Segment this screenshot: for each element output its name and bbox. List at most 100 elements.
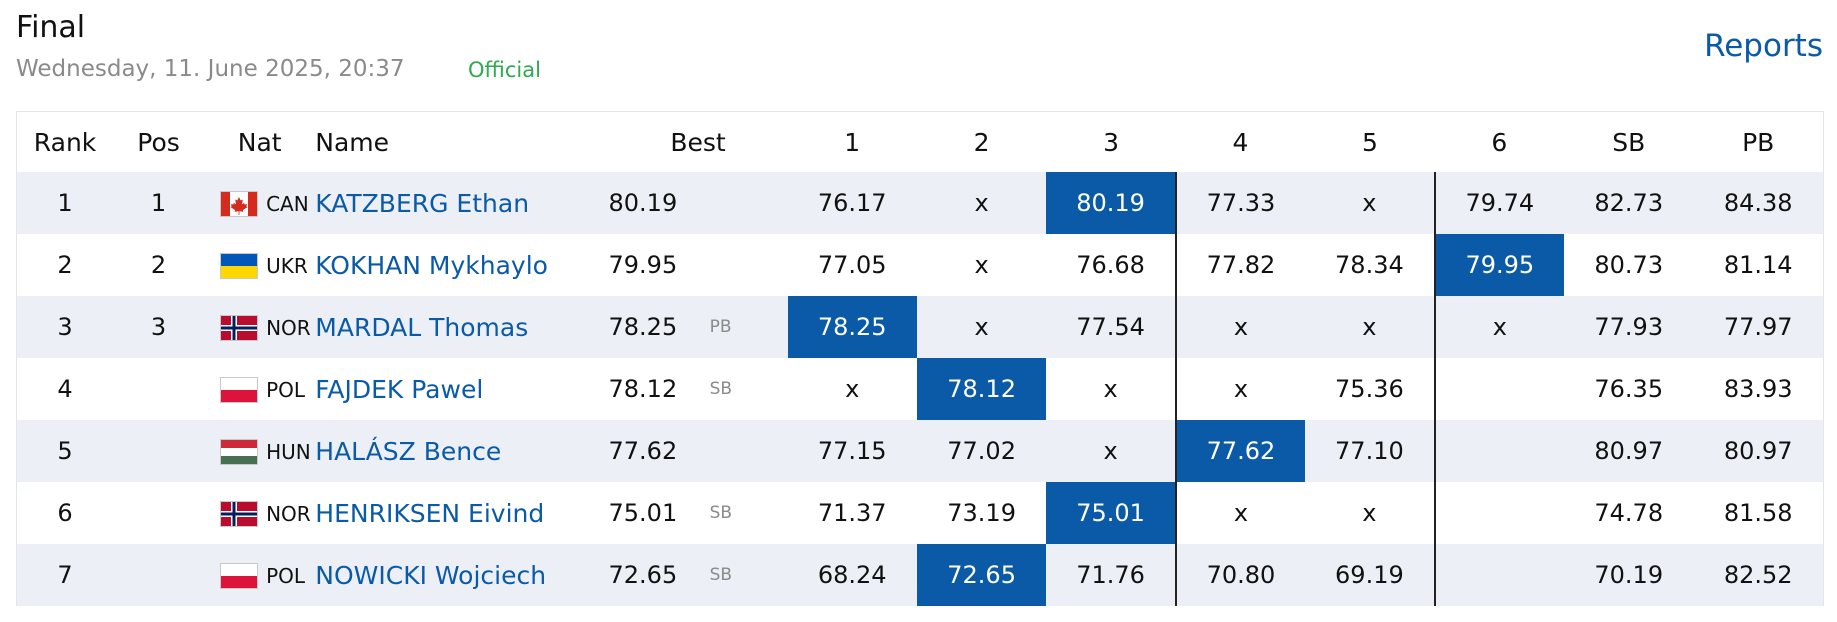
attempt-1-cell: 68.24	[787, 544, 917, 606]
column-header-attempt-3: 3	[1103, 127, 1119, 157]
athlete-name-link[interactable]: NOWICKI Wojciech	[315, 560, 547, 590]
column-header-attempt-2: 2	[973, 127, 990, 157]
poland-flag-icon	[220, 563, 259, 589]
best-cell: 79.95	[608, 234, 710, 296]
attempt-6-cell	[1433, 358, 1565, 420]
table-row: 2 2 UKR KOKHAN Mykhaylo 79.95 77.05 x 76.68 77.8…	[17, 234, 1823, 296]
attempt-4-cell: x	[1174, 296, 1306, 358]
nat-code: CAN	[266, 192, 309, 216]
attempt-4-cell: x	[1174, 482, 1306, 544]
attempt-1-cell: 77.15	[787, 420, 917, 482]
attempt-3-cell: x	[1046, 358, 1176, 420]
record-badge: PB	[709, 296, 788, 358]
attempt-2-cell: 78.12	[916, 358, 1047, 420]
attempt-6-cell	[1433, 544, 1565, 606]
pos-cell	[113, 544, 205, 606]
attempt-6-cell	[1433, 420, 1565, 482]
attempt-4-cell: 70.80	[1174, 544, 1306, 606]
column-header-attempt-6: 6	[1491, 127, 1508, 157]
hungary-flag-icon	[220, 439, 259, 465]
nat-code: POL	[266, 378, 306, 402]
nat-cell: NOR	[204, 482, 316, 544]
pb-cell: 81.58	[1693, 482, 1823, 544]
nat-cell: POL	[204, 544, 316, 606]
attempt-5-cell: x	[1305, 296, 1435, 358]
rank-cell: 1	[17, 172, 114, 234]
attempt-4-cell: 77.82	[1174, 234, 1306, 296]
nat-code: UKR	[266, 254, 308, 278]
column-header-attempt-5: 5	[1361, 127, 1378, 157]
attempt-3-cell: 71.76	[1046, 544, 1176, 606]
attempt-1-cell: 77.05	[787, 234, 917, 296]
attempt-5-cell: 78.34	[1305, 234, 1435, 296]
attempt-4-cell: x	[1174, 358, 1306, 420]
athlete-name-cell: HALÁSZ Bence	[315, 420, 609, 482]
attempt-5-cell: 75.36	[1305, 358, 1435, 420]
athlete-name-link[interactable]: FAJDEK Pawel	[315, 374, 484, 404]
nat-cell: HUN	[204, 420, 316, 482]
best-cell: 77.62	[608, 420, 710, 482]
ukraine-flag-icon	[220, 253, 259, 279]
pos-cell	[113, 482, 205, 544]
results-table-body: 1 1 CAN KATZBERG Ethan 80.19 76.17 x 80.19 77.33…	[17, 172, 1823, 606]
pb-cell: 81.14	[1693, 234, 1823, 296]
record-badge: SB	[709, 358, 788, 420]
attempt-2-cell: 72.65	[916, 544, 1047, 606]
attempt-1-cell: 76.17	[787, 172, 917, 234]
best-cell: 75.01	[608, 482, 710, 544]
best-cell: 80.19	[608, 172, 710, 234]
athlete-name-cell: KATZBERG Ethan	[315, 172, 609, 234]
pos-cell	[113, 420, 205, 482]
nat-cell: UKR	[204, 234, 316, 296]
nat-code: HUN	[266, 440, 311, 464]
athlete-name-link[interactable]: HENRIKSEN Eivind	[315, 498, 545, 528]
results-table: Rank Pos Nat Name Best 1 2 3 4 5 6 SB PB…	[17, 112, 1823, 606]
pb-cell: 77.97	[1693, 296, 1823, 358]
sb-cell: 80.97	[1564, 420, 1694, 482]
pos-cell	[113, 358, 205, 420]
status-badge: Official	[468, 58, 541, 82]
attempt-2-cell: x	[916, 234, 1047, 296]
nat-code: NOR	[266, 316, 311, 340]
athlete-name-cell: FAJDEK Pawel	[315, 358, 609, 420]
best-cell: 78.12	[608, 358, 710, 420]
sb-cell: 74.78	[1564, 482, 1694, 544]
attempt-5-cell: 69.19	[1305, 544, 1435, 606]
attempt-1-cell: x	[787, 358, 917, 420]
table-row: 1 1 CAN KATZBERG Ethan 80.19 76.17 x 80.19 77.33…	[17, 172, 1823, 234]
attempt-3-cell: 80.19	[1046, 172, 1176, 234]
norway-flag-icon	[220, 501, 259, 527]
column-header-attempt-4: 4	[1232, 127, 1249, 157]
attempt-5-cell: 77.10	[1305, 420, 1435, 482]
attempt-2-cell: 73.19	[916, 482, 1047, 544]
sb-cell: 80.73	[1564, 234, 1694, 296]
rank-cell: 2	[17, 234, 114, 296]
athlete-name-link[interactable]: MARDAL Thomas	[315, 312, 529, 342]
column-header-pos: Pos	[137, 127, 180, 157]
attempt-6-cell: 79.95	[1433, 234, 1565, 296]
column-header-nat: Nat	[237, 127, 282, 157]
table-row: 4 POL FAJDEK Pawel 78.12 SB x 78.12 x x 75.36 76.3…	[17, 358, 1823, 420]
pos-cell: 2	[113, 234, 205, 296]
column-header-pb: PB	[1742, 127, 1775, 157]
nat-cell: CAN	[204, 172, 316, 234]
table-row: 7 POL NOWICKI Wojciech 72.65 SB 68.24 72.65 71.…	[17, 544, 1823, 606]
rank-cell: 6	[17, 482, 114, 544]
attempt-2-cell: x	[916, 296, 1047, 358]
pos-cell: 3	[113, 296, 205, 358]
table-row: 6 NOR HENRIKSEN Eivind 75.01 SB 71.37 73.19 75.…	[17, 482, 1823, 544]
nat-cell: NOR	[204, 296, 316, 358]
column-header-attempt-1: 1	[844, 127, 861, 157]
sb-cell: 77.93	[1564, 296, 1694, 358]
attempt-2-cell: 77.02	[916, 420, 1047, 482]
sb-cell: 82.73	[1564, 172, 1694, 234]
pb-cell: 84.38	[1693, 172, 1823, 234]
sb-cell: 70.19	[1564, 544, 1694, 606]
reports-link[interactable]: Reports	[1704, 28, 1823, 64]
column-header-rank: Rank	[33, 127, 97, 157]
athlete-name-link[interactable]: KOKHAN Mykhaylo	[315, 250, 548, 280]
athlete-name-link[interactable]: HALÁSZ Bence	[315, 436, 502, 466]
rank-cell: 4	[17, 358, 114, 420]
event-title: Final	[16, 10, 86, 45]
athlete-name-link[interactable]: KATZBERG Ethan	[315, 188, 530, 218]
